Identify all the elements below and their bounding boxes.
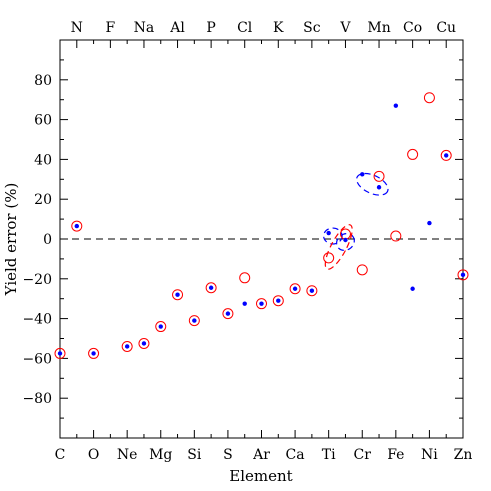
x-top-tick-label: V bbox=[339, 20, 351, 36]
open-circle-point bbox=[323, 252, 335, 264]
x-bottom-tick-label: Zn bbox=[454, 447, 473, 463]
filled-dot-point bbox=[460, 272, 466, 278]
x-bottom-tick-label: Fe bbox=[387, 447, 404, 463]
x-top-tick-label: Al bbox=[169, 20, 185, 36]
x-top-tick-label: Na bbox=[134, 20, 155, 36]
filled-dot-point bbox=[175, 292, 180, 297]
x-top-tick-label: Sc bbox=[303, 20, 321, 36]
x-bottom-tick-label: Cr bbox=[354, 447, 372, 463]
open-circle-point bbox=[222, 308, 234, 320]
x-bottom-tick-label: O bbox=[88, 447, 99, 463]
filled-dot-point bbox=[74, 223, 79, 229]
x-top-tick-label: Cu bbox=[436, 20, 456, 36]
filled-dot-point bbox=[309, 288, 315, 293]
open-circle-point bbox=[256, 298, 267, 310]
x-top-tick-label: N bbox=[71, 20, 83, 36]
error-ellipse bbox=[356, 172, 389, 196]
filled-dot-point bbox=[158, 324, 163, 329]
x-top-tick-label: K bbox=[273, 20, 284, 36]
open-circle-point bbox=[88, 347, 100, 359]
y-tick-label: 80 bbox=[34, 73, 52, 89]
y-tick-label: 20 bbox=[34, 192, 52, 208]
x-bottom-tick-label: Ca bbox=[286, 447, 305, 463]
open-circle-point bbox=[356, 264, 368, 276]
x-bottom-tick-label: Ne bbox=[117, 447, 138, 463]
filled-dot-point bbox=[393, 103, 399, 108]
filled-dot-point bbox=[91, 351, 96, 356]
open-circle-point bbox=[373, 170, 385, 182]
open-circle-point bbox=[138, 337, 150, 349]
x-top-tick-label: F bbox=[106, 20, 116, 36]
open-circle-point bbox=[155, 321, 167, 333]
x-bottom-tick-label: Ti bbox=[322, 447, 336, 463]
x-top-tick-label: Co bbox=[403, 20, 422, 36]
x-top-tick-label: Cl bbox=[237, 20, 253, 36]
open-circle-point bbox=[239, 272, 251, 284]
x-top-tick-label: Mn bbox=[367, 20, 390, 36]
tick-labels: −80 −60 −40 −20 0 20 40 60 80 C O Ne Mg Si S Ar Ca Ti Cr Fe… bbox=[22, 20, 472, 463]
open-circle-point bbox=[457, 269, 469, 281]
y-tick-label: 0 bbox=[43, 232, 52, 248]
filled-dot-point bbox=[292, 286, 298, 291]
open-circle-point bbox=[423, 92, 435, 104]
filled-dot-point bbox=[444, 153, 449, 158]
x-top-tick-label: P bbox=[206, 20, 215, 36]
filled-dot-point bbox=[259, 301, 264, 306]
y-tick-label: −40 bbox=[22, 312, 52, 328]
y-tick-label: −20 bbox=[22, 272, 52, 288]
filled-dot-point bbox=[410, 286, 415, 291]
x-bottom-tick-label: Ni bbox=[421, 447, 438, 463]
filled-dot-point bbox=[326, 230, 331, 236]
y-tick-label: −60 bbox=[22, 351, 52, 367]
open-circle-point bbox=[440, 149, 452, 161]
data-markers bbox=[54, 92, 469, 359]
open-circle-point bbox=[407, 148, 419, 160]
x-bottom-tick-label: Ar bbox=[252, 447, 270, 463]
open-circle-point bbox=[289, 283, 301, 295]
open-circle-point bbox=[390, 230, 402, 242]
x-bottom-tick-label: C bbox=[55, 447, 66, 463]
filled-dot-point bbox=[360, 172, 365, 177]
error-ellipses bbox=[323, 172, 389, 270]
filled-dot-point bbox=[427, 220, 432, 226]
error-ellipse bbox=[323, 227, 343, 245]
filled-dot-point bbox=[208, 285, 214, 290]
filled-dot-point bbox=[141, 341, 147, 346]
open-circle-point bbox=[71, 220, 83, 232]
x-bottom-tick-label: Mg bbox=[149, 447, 172, 463]
open-circle-point bbox=[205, 282, 217, 294]
y-axis-label: Yield error (%) bbox=[2, 183, 20, 297]
y-tick-label: 40 bbox=[34, 152, 52, 168]
x-axis-label: Element bbox=[229, 467, 292, 485]
open-circle-point bbox=[172, 289, 184, 301]
open-circle-point bbox=[306, 285, 318, 297]
filled-dot-point bbox=[242, 301, 247, 306]
filled-dot-point bbox=[192, 318, 197, 323]
filled-dot-point bbox=[57, 351, 63, 356]
filled-dot-point bbox=[376, 185, 382, 190]
filled-dot-point bbox=[343, 237, 348, 243]
error-ellipse bbox=[324, 224, 353, 270]
x-bottom-tick-label: S bbox=[223, 447, 233, 463]
open-circle-point bbox=[272, 295, 284, 307]
x-bottom-tick-label: Si bbox=[187, 447, 202, 463]
y-tick-label: −80 bbox=[22, 391, 52, 407]
filled-dot-point bbox=[225, 311, 231, 316]
open-circle-point bbox=[188, 315, 200, 327]
y-tick-label: 60 bbox=[34, 113, 52, 129]
open-circle-point bbox=[54, 347, 66, 359]
filled-dot-point bbox=[276, 298, 281, 303]
open-circle-point bbox=[121, 340, 133, 352]
filled-dot-point bbox=[124, 344, 130, 349]
